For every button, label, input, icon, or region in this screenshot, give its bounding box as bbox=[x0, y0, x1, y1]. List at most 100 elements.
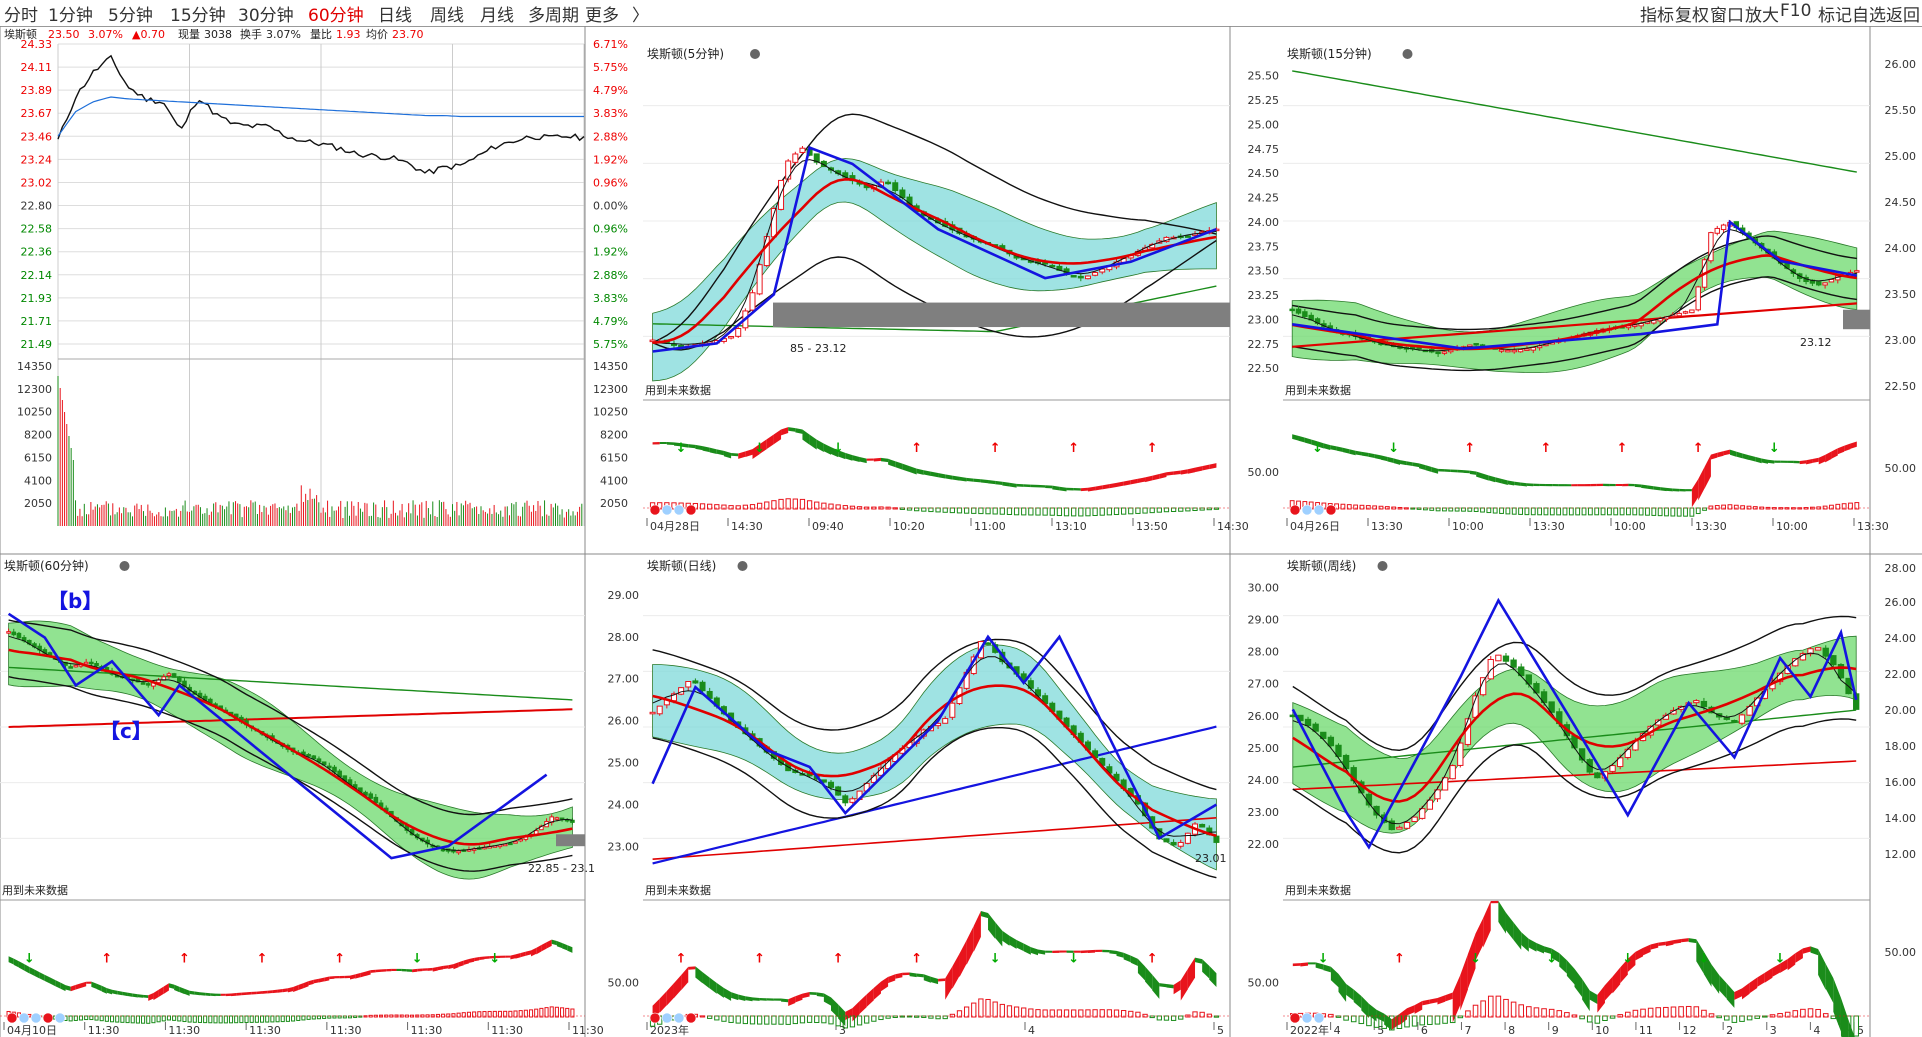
histogram-bar bbox=[151, 1015, 156, 1024]
tool-button-1[interactable]: 复权 bbox=[1675, 6, 1709, 26]
kline-panel-1: 埃斯顿(5分钟) 用到未来数据 04月28日 14:30 09:40 10:20 11:00… bbox=[643, 46, 1249, 533]
tool-button-6[interactable]: 自选 bbox=[1852, 6, 1886, 26]
oscillator-ribbon bbox=[988, 912, 996, 939]
oscillator-ribbon bbox=[251, 991, 257, 995]
volume-tick-label: 14350 bbox=[17, 360, 52, 373]
oscillator-ribbon bbox=[1180, 968, 1188, 1001]
histogram-bar bbox=[1185, 1014, 1191, 1018]
price-tick-label: 23.46 bbox=[21, 130, 53, 143]
tool-button-2[interactable]: 窗口 bbox=[1710, 6, 1744, 26]
candle-body bbox=[1511, 349, 1517, 353]
signal-arrow-icon: ↓ bbox=[1546, 952, 1557, 967]
histogram-bar bbox=[806, 1015, 813, 1023]
oscillator-ribbon bbox=[494, 955, 500, 959]
histogram-bar bbox=[1328, 1013, 1334, 1018]
candle-body bbox=[1594, 772, 1601, 779]
histogram-bar bbox=[778, 498, 784, 510]
oscillator-ribbon bbox=[1166, 471, 1174, 476]
period-tab-0[interactable]: 分时 bbox=[4, 6, 38, 26]
histogram-bar bbox=[1021, 1007, 1027, 1018]
oscillator-ribbon bbox=[1658, 941, 1666, 947]
candle-body bbox=[1853, 693, 1860, 710]
period-tab-4[interactable]: 30分钟 bbox=[238, 6, 294, 26]
marker-badge-icon bbox=[685, 504, 697, 516]
oscillator-ribbon bbox=[70, 984, 76, 992]
price-tick-label: 22.58 bbox=[21, 223, 53, 236]
period-tab-7[interactable]: 周线 bbox=[430, 6, 464, 26]
histogram-bar bbox=[1854, 502, 1860, 510]
right-axis-top-tick: 24.50 bbox=[1885, 196, 1917, 209]
period-tab-8[interactable]: 月线 bbox=[480, 6, 514, 26]
x-tick-label-4: 2023年 bbox=[650, 1023, 689, 1037]
more-arrow-icon[interactable]: 〉 bbox=[632, 6, 649, 26]
oscillator-ribbon bbox=[973, 478, 981, 483]
histogram-bar bbox=[1442, 1015, 1448, 1024]
oscillator-ribbon bbox=[973, 911, 981, 952]
histogram-bar bbox=[1353, 504, 1359, 510]
oscillator-ribbon bbox=[49, 977, 56, 987]
oscillator-ribbon bbox=[1710, 452, 1718, 460]
oscillator-ribbon bbox=[1831, 448, 1838, 459]
oscillator-ribbon bbox=[365, 970, 371, 976]
y-tick-label-5: 22.00 bbox=[1248, 838, 1280, 851]
oscillator-ribbon bbox=[1116, 950, 1124, 958]
oscillator-ribbon bbox=[838, 450, 846, 460]
oscillator-ribbon bbox=[831, 447, 839, 458]
oscillator-ribbon bbox=[562, 943, 568, 951]
quote-field-5: 3038 bbox=[204, 28, 232, 41]
histogram-bar bbox=[1740, 505, 1746, 510]
histogram-bar bbox=[921, 507, 927, 512]
histogram-bar bbox=[234, 1015, 239, 1024]
oscillator-ribbon bbox=[738, 451, 746, 459]
x-tick-label-1: 13:10 bbox=[1055, 520, 1087, 533]
period-tab-6[interactable]: 日线 bbox=[378, 6, 412, 26]
histogram-bar bbox=[949, 1013, 955, 1018]
histogram-bar bbox=[1848, 502, 1853, 510]
histogram-bar bbox=[1670, 507, 1676, 517]
histogram-bar bbox=[544, 1007, 549, 1018]
oscillator-ribbon bbox=[1507, 480, 1515, 486]
period-tab-1[interactable]: 1分钟 bbox=[48, 6, 93, 26]
oscillator-ribbon bbox=[360, 971, 366, 978]
histogram-bar bbox=[1085, 507, 1091, 517]
period-tab-9[interactable]: 多周期 bbox=[528, 6, 579, 26]
histogram-bar bbox=[1606, 507, 1612, 516]
candle-body bbox=[1530, 347, 1536, 351]
period-tab-10[interactable]: 更多 bbox=[585, 6, 619, 26]
candle-body bbox=[176, 676, 182, 683]
oscillator-ribbon bbox=[417, 968, 423, 972]
tool-button-7[interactable]: 返回 bbox=[1886, 6, 1920, 26]
histogram-bar bbox=[1731, 1015, 1738, 1023]
candle-body bbox=[83, 661, 89, 665]
oscillator-ribbon bbox=[1660, 487, 1667, 492]
oscillator-ribbon bbox=[1513, 922, 1522, 950]
histogram-bar bbox=[1006, 507, 1013, 516]
tool-button-4[interactable]: F10 bbox=[1780, 1, 1812, 21]
oscillator-ribbon bbox=[1582, 978, 1590, 1012]
candle-body bbox=[885, 181, 892, 185]
candle-body bbox=[1070, 275, 1077, 278]
histogram-bar bbox=[1113, 507, 1120, 516]
oscillator-ribbon bbox=[980, 911, 989, 919]
oscillator-ribbon bbox=[163, 983, 169, 994]
histogram-bar bbox=[1800, 1008, 1806, 1018]
tool-button-3[interactable]: 放大 bbox=[1745, 6, 1779, 26]
period-tab-5[interactable]: 60分钟 bbox=[308, 6, 364, 26]
period-tab-3[interactable]: 15分钟 bbox=[170, 6, 226, 26]
histogram-bar bbox=[1518, 507, 1523, 515]
candle-body bbox=[321, 761, 327, 766]
x-tick-label-1: 10:20 bbox=[893, 520, 925, 533]
histogram-bar bbox=[821, 1015, 827, 1024]
histogram-bar bbox=[1035, 1009, 1041, 1018]
histogram-bar bbox=[115, 1015, 120, 1023]
tool-button-0[interactable]: 指标 bbox=[1640, 6, 1674, 26]
oscillator-ribbon bbox=[880, 457, 889, 463]
oscillator-ribbon bbox=[709, 447, 717, 455]
tool-button-5[interactable]: 标记 bbox=[1818, 6, 1852, 26]
histogram-bar bbox=[394, 1014, 399, 1018]
period-tab-2[interactable]: 5分钟 bbox=[108, 6, 153, 26]
histogram-bar bbox=[1465, 1010, 1471, 1018]
histogram-bar bbox=[1156, 1015, 1162, 1021]
oscillator-ribbon bbox=[256, 991, 263, 995]
histogram-bar bbox=[1199, 507, 1205, 511]
